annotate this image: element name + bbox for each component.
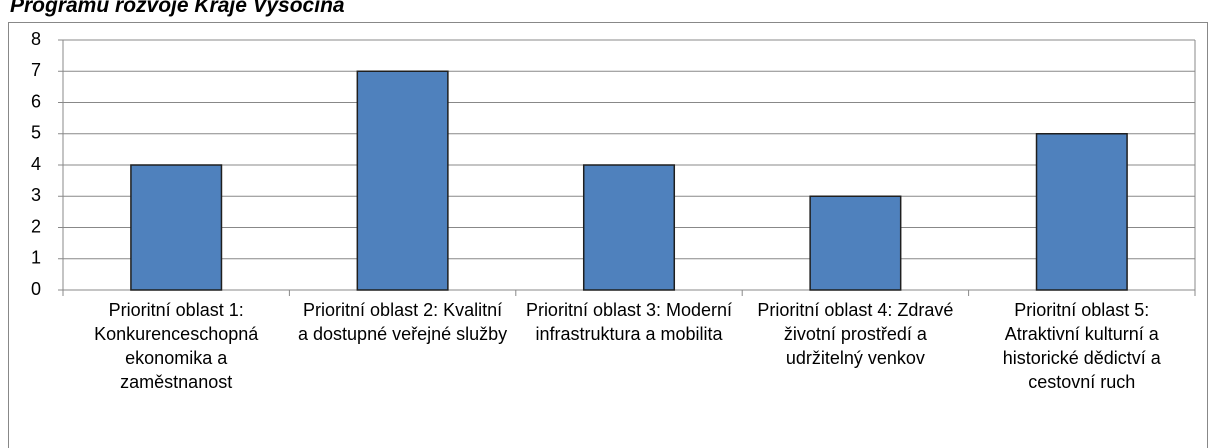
bar — [809, 195, 902, 291]
x-tick-label: Prioritní oblast 5: Atraktivní kulturní … — [1002, 300, 1161, 392]
y-tick-label: 2 — [31, 216, 41, 236]
y-tick-label: 8 — [31, 29, 41, 49]
y-tick-label: 5 — [31, 123, 41, 143]
x-tick-label: Prioritní oblast 1: Konkurenceschopná ek… — [94, 300, 259, 392]
y-tick-label: 3 — [31, 185, 41, 205]
y-tick-label: 0 — [31, 279, 41, 299]
bar — [130, 164, 223, 291]
y-tick-label: 7 — [31, 60, 41, 80]
x-tick-label: Prioritní oblast 4: Zdravé životní prost… — [757, 300, 954, 368]
chart-title: Programu rozvoje Kraje Vysočina — [10, 0, 345, 17]
y-tick-label: 6 — [31, 91, 41, 111]
bar — [356, 70, 449, 291]
bar — [582, 164, 676, 291]
bar — [1035, 133, 1128, 291]
x-tick-label: Prioritní oblast 3: Moderní infrastruktu… — [525, 300, 733, 344]
y-tick-label: 1 — [31, 248, 41, 268]
x-tick-label: Prioritní oblast 2: Kvalitní a dostupné … — [298, 300, 508, 344]
y-tick-label: 4 — [31, 154, 41, 174]
